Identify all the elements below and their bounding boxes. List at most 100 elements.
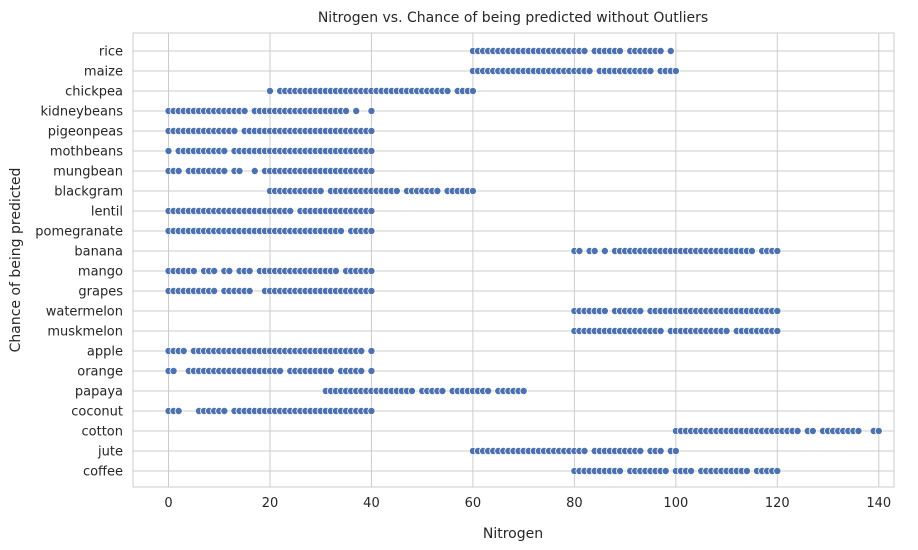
data-point (357, 346, 366, 355)
data-point (408, 386, 417, 395)
data-point (468, 186, 477, 195)
data-point (590, 246, 599, 255)
y-tick-label: blackgram (54, 185, 123, 200)
grid (133, 33, 894, 487)
y-tick-label: apple (87, 345, 123, 360)
data-point (367, 346, 376, 355)
data-point (580, 47, 589, 56)
data-point (484, 386, 493, 395)
y-tick-label: watermelon (46, 305, 123, 320)
data-point (164, 146, 173, 155)
data-point (661, 466, 670, 475)
data-point (326, 366, 335, 375)
data-point (367, 366, 376, 375)
x-tick-label: 120 (765, 496, 790, 511)
chart-title: Nitrogen vs. Chance of being predicted w… (318, 10, 708, 26)
data-point (367, 107, 376, 116)
data-point (392, 186, 401, 195)
data-point (747, 246, 756, 255)
data-point (245, 266, 254, 275)
data-point (230, 127, 239, 136)
data-point (671, 67, 680, 76)
y-tick-label: mothbeans (50, 145, 123, 160)
data-point (367, 206, 376, 215)
data-point (245, 286, 254, 295)
plot-area (132, 32, 895, 488)
y-tick-label: mungbean (53, 165, 123, 180)
data-point (874, 426, 883, 435)
y-tick-label: lentil (91, 205, 123, 220)
data-point (600, 246, 609, 255)
data-point (169, 366, 178, 375)
data-point (666, 47, 675, 56)
data-point (438, 386, 447, 395)
x-tick-label: 20 (262, 496, 279, 511)
y-tick-label: papaya (75, 385, 123, 400)
data-point (656, 446, 665, 455)
data-point (468, 87, 477, 96)
data-point (636, 446, 645, 455)
y-tick-label: pigeonpeas (48, 125, 124, 140)
y-tick-label: chickpea (65, 85, 123, 100)
data-point (316, 186, 325, 195)
data-point (220, 406, 229, 415)
data-point (742, 466, 751, 475)
x-tick-label: 100 (663, 496, 688, 511)
data-point (773, 466, 782, 475)
data-point (367, 286, 376, 295)
data-point (225, 266, 234, 275)
y-tick-label: orange (77, 365, 123, 380)
data-point (367, 406, 376, 415)
x-tick-label: 140 (866, 496, 891, 511)
data-point (808, 426, 817, 435)
data-point (722, 326, 731, 335)
data-point (174, 406, 183, 415)
data-point (687, 466, 696, 475)
data-point (220, 146, 229, 155)
data-point (357, 366, 366, 375)
data-point (210, 286, 219, 295)
data-point (585, 67, 594, 76)
data-point (367, 166, 376, 175)
data-point (286, 206, 295, 215)
data-points (164, 47, 883, 475)
data-point (337, 226, 346, 235)
data-point (793, 426, 802, 435)
data-point (636, 306, 645, 315)
data-point (210, 266, 219, 275)
data-point (646, 67, 655, 76)
y-tick-label: cotton (82, 425, 124, 440)
data-point (331, 266, 340, 275)
x-tick-label: 80 (566, 496, 583, 511)
y-tick-label: muskmelon (47, 325, 123, 340)
x-tick-label: 60 (465, 496, 482, 511)
data-point (342, 107, 351, 116)
data-point (240, 107, 249, 116)
y-tick-label: mango (78, 265, 123, 280)
data-point (656, 47, 665, 56)
data-point (220, 166, 229, 175)
data-point (367, 146, 376, 155)
data-point (600, 306, 609, 315)
data-point (773, 306, 782, 315)
data-point (580, 446, 589, 455)
data-point (575, 246, 584, 255)
y-tick-label: maize (84, 65, 123, 80)
data-point (189, 266, 198, 275)
y-tick-label: rice (99, 45, 123, 60)
y-tick-label: banana (74, 245, 123, 260)
x-tick-label: 40 (363, 496, 380, 511)
x-tick-label: 0 (164, 496, 172, 511)
y-tick-label: jute (97, 445, 123, 460)
data-point (671, 446, 680, 455)
y-tick-label: pomegranate (35, 225, 123, 240)
data-point (174, 166, 183, 175)
y-tick-label: kidneybeans (40, 105, 123, 120)
data-point (235, 166, 244, 175)
data-point (656, 326, 665, 335)
data-point (773, 326, 782, 335)
data-point (773, 246, 782, 255)
data-point (367, 266, 376, 275)
data-point (616, 466, 625, 475)
data-point (433, 186, 442, 195)
